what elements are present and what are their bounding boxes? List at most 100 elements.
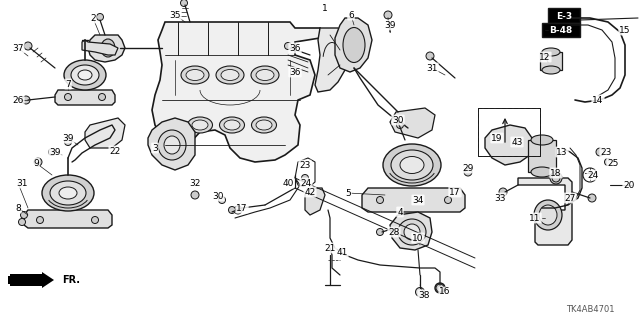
Circle shape: [49, 148, 56, 156]
Text: 28: 28: [388, 228, 400, 236]
Polygon shape: [315, 28, 348, 92]
Circle shape: [97, 13, 104, 20]
Polygon shape: [152, 22, 320, 165]
Circle shape: [180, 0, 188, 6]
Polygon shape: [390, 212, 432, 250]
Circle shape: [65, 139, 72, 146]
Ellipse shape: [164, 136, 180, 154]
Ellipse shape: [101, 39, 115, 57]
Text: 20: 20: [623, 180, 635, 189]
Text: 33: 33: [494, 194, 506, 203]
Circle shape: [65, 93, 72, 100]
Polygon shape: [335, 18, 372, 72]
Ellipse shape: [221, 69, 239, 81]
Polygon shape: [518, 178, 572, 245]
Ellipse shape: [252, 117, 276, 133]
Ellipse shape: [251, 66, 279, 84]
Text: 16: 16: [439, 287, 451, 297]
Polygon shape: [362, 188, 465, 212]
Polygon shape: [88, 35, 125, 62]
Circle shape: [34, 158, 42, 166]
Ellipse shape: [64, 60, 106, 90]
Circle shape: [397, 122, 403, 129]
Polygon shape: [55, 90, 115, 105]
Circle shape: [301, 174, 308, 181]
Polygon shape: [485, 125, 532, 165]
Circle shape: [24, 42, 32, 50]
Ellipse shape: [383, 144, 441, 186]
Text: 43: 43: [511, 138, 523, 147]
Circle shape: [588, 194, 596, 202]
Polygon shape: [148, 118, 195, 170]
Text: 39: 39: [49, 148, 61, 156]
Polygon shape: [24, 210, 112, 228]
Polygon shape: [85, 118, 125, 148]
Text: 5: 5: [345, 188, 351, 197]
Circle shape: [552, 174, 560, 182]
Circle shape: [191, 191, 199, 199]
Text: 23: 23: [300, 161, 310, 170]
Ellipse shape: [78, 70, 92, 80]
Text: 22: 22: [109, 147, 120, 156]
Text: 24: 24: [588, 171, 598, 180]
Text: 8: 8: [15, 204, 21, 212]
Text: E-3: E-3: [556, 12, 572, 20]
Text: 32: 32: [189, 179, 201, 188]
Circle shape: [36, 217, 44, 223]
Circle shape: [445, 196, 451, 204]
Text: 41: 41: [336, 247, 348, 257]
Ellipse shape: [400, 156, 424, 173]
Circle shape: [285, 43, 291, 50]
Ellipse shape: [224, 120, 240, 130]
Text: 3: 3: [152, 143, 158, 153]
Text: 39: 39: [62, 133, 74, 142]
Ellipse shape: [539, 205, 557, 225]
Ellipse shape: [404, 224, 420, 240]
Polygon shape: [8, 272, 54, 288]
Circle shape: [234, 206, 242, 214]
Ellipse shape: [220, 117, 244, 133]
Circle shape: [435, 283, 445, 293]
Bar: [540, 52, 562, 70]
Text: 35: 35: [169, 11, 180, 20]
Ellipse shape: [188, 117, 212, 133]
Bar: [542, 23, 580, 37]
Text: 25: 25: [607, 158, 619, 167]
Ellipse shape: [542, 66, 560, 74]
Circle shape: [99, 93, 106, 100]
Text: 10: 10: [412, 234, 424, 243]
Ellipse shape: [216, 66, 244, 84]
Text: 15: 15: [620, 26, 631, 35]
Text: 40: 40: [282, 179, 294, 188]
Text: 1: 1: [322, 4, 328, 12]
Polygon shape: [82, 40, 118, 55]
Circle shape: [454, 193, 461, 199]
Circle shape: [426, 52, 434, 60]
Text: 13: 13: [556, 148, 568, 156]
Circle shape: [376, 196, 383, 204]
Text: 26: 26: [12, 95, 24, 105]
Text: 31: 31: [426, 63, 438, 73]
Ellipse shape: [542, 48, 560, 56]
Ellipse shape: [343, 28, 365, 62]
Text: 4: 4: [397, 207, 403, 217]
Circle shape: [499, 188, 507, 196]
Circle shape: [464, 168, 472, 176]
Ellipse shape: [531, 167, 553, 177]
Ellipse shape: [50, 181, 86, 205]
Circle shape: [436, 284, 444, 292]
Circle shape: [376, 228, 383, 236]
Text: 12: 12: [540, 52, 550, 61]
Text: 30: 30: [212, 191, 224, 201]
Ellipse shape: [391, 150, 433, 180]
Circle shape: [415, 287, 424, 297]
Text: 34: 34: [412, 196, 424, 204]
Text: 17: 17: [449, 188, 461, 196]
Text: 38: 38: [419, 291, 429, 300]
Circle shape: [384, 11, 392, 19]
Text: 6: 6: [348, 11, 354, 20]
Bar: [10, 274, 42, 286]
Text: 37: 37: [12, 44, 24, 52]
Ellipse shape: [158, 130, 186, 160]
Circle shape: [583, 168, 597, 182]
